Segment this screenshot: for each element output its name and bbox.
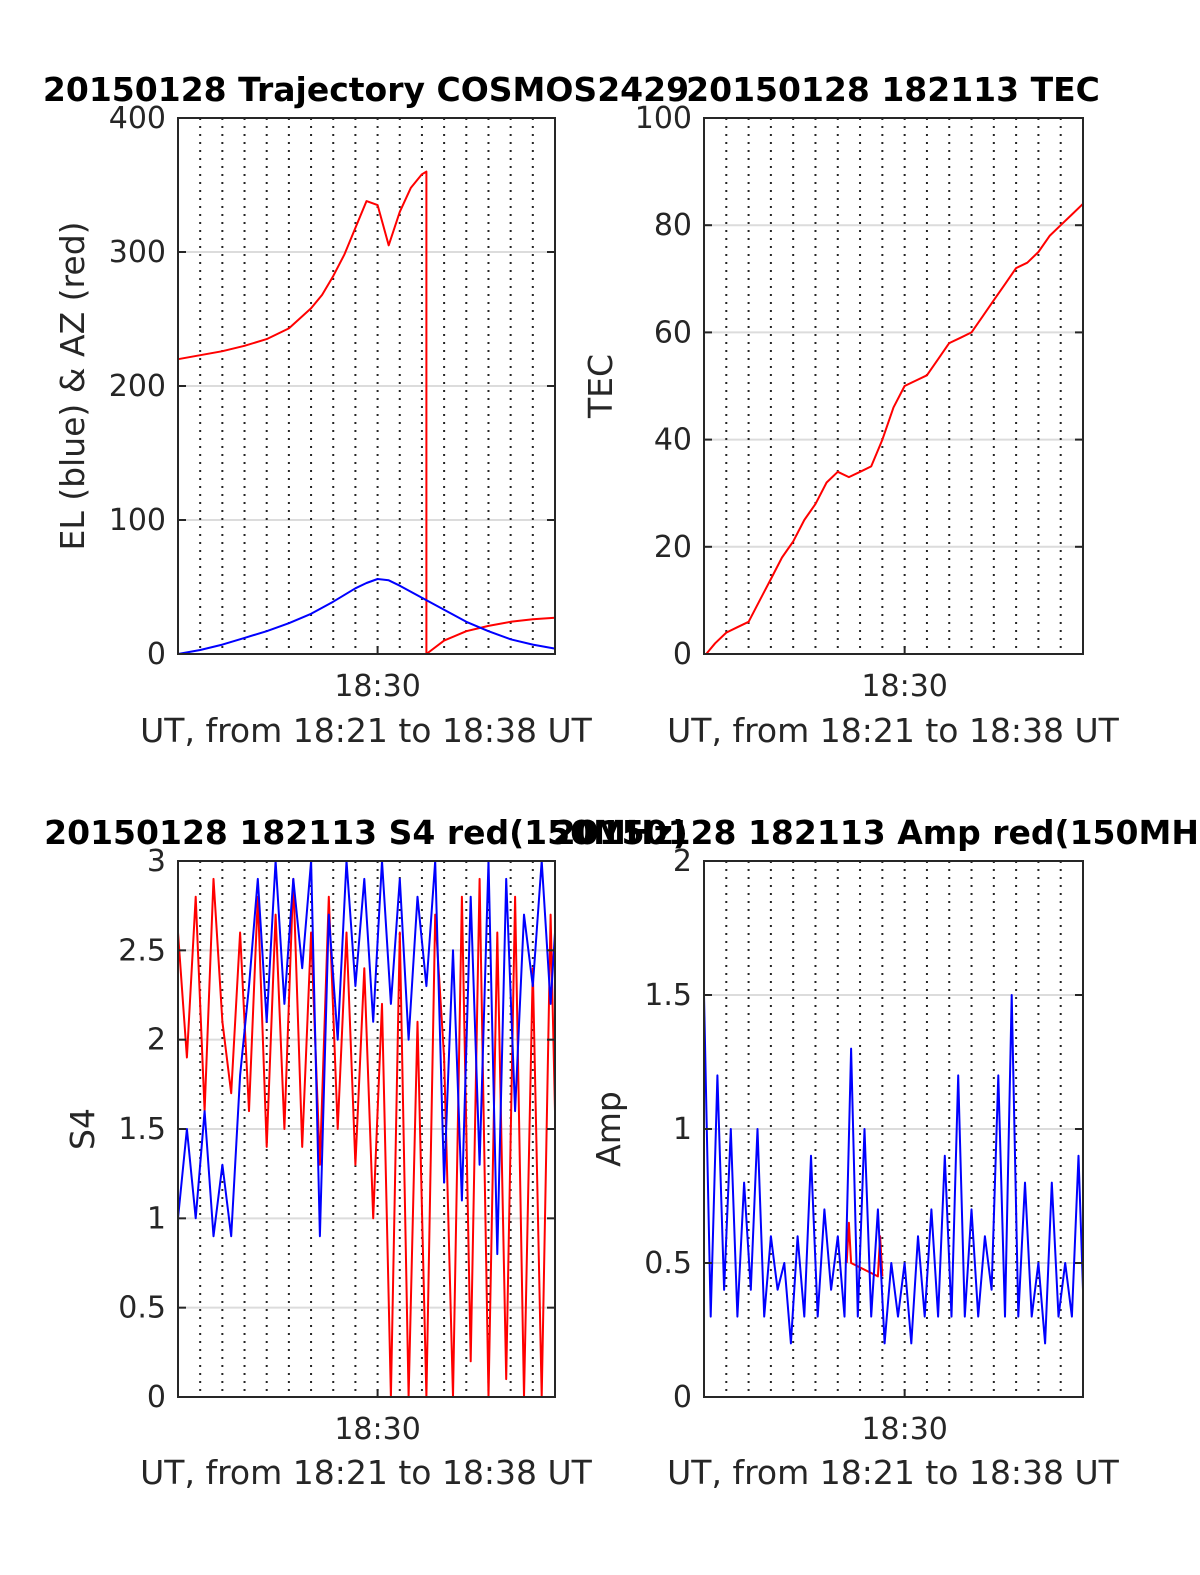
tec-y-tick-label: 80 (654, 208, 692, 243)
s4-y-tick-label: 2.5 (118, 933, 166, 968)
s4-series-line-0 (177, 877, 556, 1398)
tec-title: 20150128 182113 TEC (686, 70, 1100, 109)
tec-x-tick-label: 18:30 (861, 669, 947, 704)
s4-x-axis-label: UT, from 18:21 to 18:38 UT (140, 1453, 593, 1492)
amp-series-line-1 (703, 994, 1084, 1345)
amp-x-tick-label: 18:30 (861, 1412, 947, 1447)
tec-y-tick-label: 40 (654, 423, 692, 458)
s4-y-tick-label: 2 (147, 1023, 166, 1058)
trajectory-x-axis-label: UT, from 18:21 to 18:38 UT (140, 711, 593, 750)
tec-x-axis-label: UT, from 18:21 to 18:38 UT (667, 711, 1120, 750)
amp-x-axis-label: UT, from 18:21 to 18:38 UT (667, 1453, 1120, 1492)
s4-y-tick-label: 1.5 (118, 1112, 166, 1147)
tec-plot-frame (703, 117, 1084, 655)
trajectory-title: 20150128 Trajectory COSMOS2429 (43, 70, 689, 109)
amp-title: 20150128 182113 Amp red(150MHz) (553, 813, 1200, 852)
tec-y-axis-label: TEC (581, 354, 620, 419)
amp-y-tick-label: 2 (673, 844, 692, 879)
trajectory-y-tick-label: 400 (109, 101, 166, 136)
tec-y-tick-label: 0 (673, 637, 692, 672)
amp-panel: 0 0.5 1 1.5 2 18:30 20150128 182113 Amp red(1… (553, 813, 1200, 1492)
trajectory-y-tick-label: 200 (109, 369, 166, 404)
tec-y-tick-label: 100 (635, 101, 692, 136)
trajectory-series-line-1 (177, 578, 556, 655)
s4-x-tick-label: 18:30 (334, 1412, 420, 1447)
amp-y-tick-label: 0.5 (644, 1246, 692, 1281)
trajectory-x-tick-label: 18:30 (334, 669, 420, 704)
amp-y-tick-label: 0 (673, 1380, 692, 1415)
s4-y-axis-label: S4 (63, 1108, 102, 1150)
tec-y-tick-label: 60 (654, 315, 692, 350)
s4-y-tick-label: 1 (147, 1201, 166, 1236)
s4-series-line-1 (177, 860, 556, 1256)
trajectory-y-tick-label: 100 (109, 503, 166, 538)
amp-y-tick-label: 1.5 (644, 978, 692, 1013)
trajectory-series-line-0 (177, 170, 556, 655)
amp-y-tick-label: 1 (673, 1112, 692, 1147)
amp-y-axis-label: Amp (589, 1091, 628, 1167)
tec-series-line-0 (705, 203, 1084, 655)
tec-panel: 0 20 40 60 80 100 18:30 20150128 182113 TEC UT… (581, 70, 1120, 750)
s4-y-tick-label: 3 (147, 844, 166, 879)
trajectory-y-tick-label: 0 (147, 637, 166, 672)
s4-title: 20150128 182113 S4 red(150MHz) (44, 813, 688, 852)
trajectory-y-tick-label: 300 (109, 235, 166, 270)
s4-panel: 0 0.5 1 1.5 2 2.5 3 18:30 20150128 182113 S4 re… (44, 813, 688, 1492)
s4-y-tick-label: 0.5 (118, 1291, 166, 1326)
tec-y-tick-label: 20 (654, 530, 692, 565)
trajectory-y-axis-label: EL (blue) & AZ (red) (53, 221, 92, 550)
s4-y-tick-label: 0 (147, 1380, 166, 1415)
